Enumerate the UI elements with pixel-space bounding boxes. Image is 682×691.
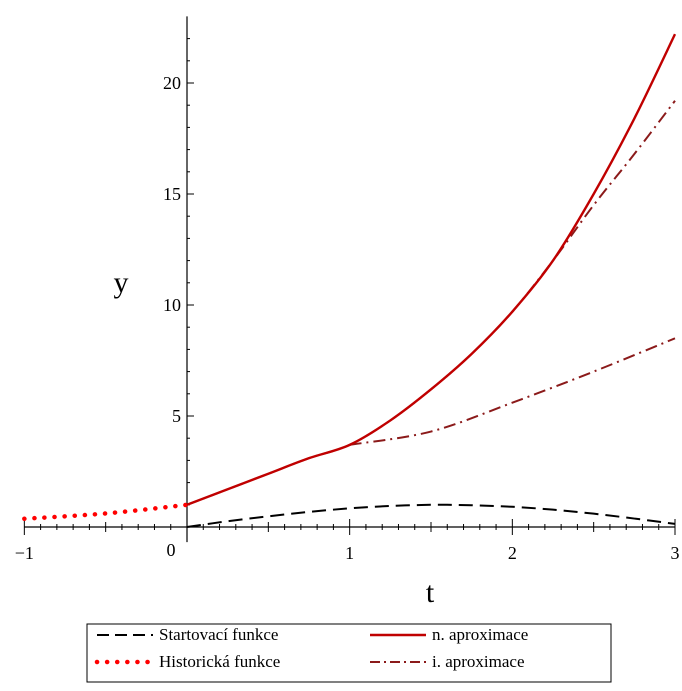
- y-tick-label: 15: [163, 184, 181, 204]
- series-line-i-aproximace-branch: [349, 337, 676, 446]
- x-tick-label: 3: [671, 543, 680, 563]
- series-line-historicka-funkce: [22, 502, 190, 522]
- legend-label: Historická funkce: [159, 652, 280, 671]
- y-tick-label: 20: [163, 73, 181, 93]
- x-axis-label: t: [426, 576, 435, 609]
- series-line-i-aproximace: [186, 100, 676, 506]
- series-line-n-aproximace: [186, 33, 677, 506]
- origin-label: 0: [167, 540, 176, 560]
- legend: Startovací funkce n. aproximace Historická…: [86, 623, 612, 683]
- series-line-startovaci-funkce: [186, 503, 676, 528]
- y-axis-label: y: [114, 266, 129, 299]
- x-tick-label: −1: [15, 543, 34, 563]
- series-layer: [22, 33, 677, 528]
- y-tick-label: 10: [163, 295, 181, 315]
- legend-label: i. aproximace: [432, 652, 525, 671]
- legend-box: [86, 623, 612, 683]
- legend-label: Startovací funkce: [159, 625, 278, 644]
- legend-label: n. aproximace: [432, 625, 528, 644]
- y-tick-label: 5: [172, 406, 181, 426]
- x-tick-label: 2: [508, 543, 517, 563]
- x-tick-label: 1: [345, 543, 354, 563]
- labels-layer: −1 1 2 3 0 5 10 15 20 t y: [15, 73, 680, 609]
